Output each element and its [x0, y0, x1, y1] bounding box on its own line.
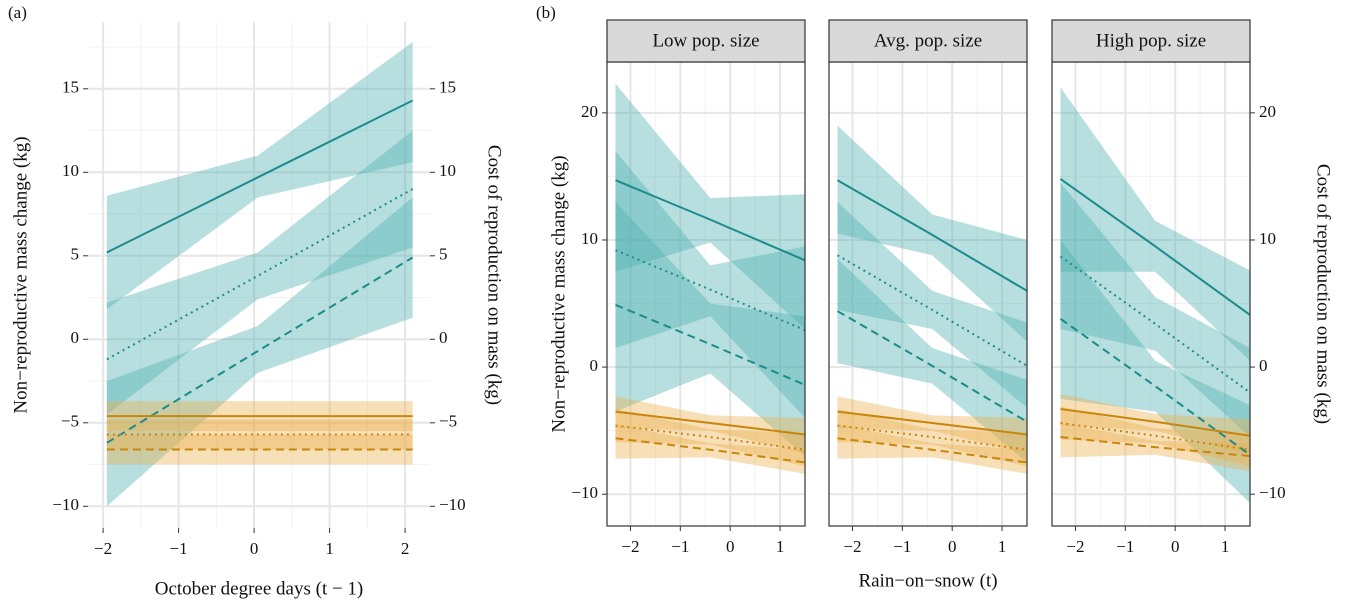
facet-title: Low pop. size	[652, 30, 759, 51]
trend-line	[615, 303, 806, 386]
confidence-band	[106, 434, 413, 465]
trend-line	[836, 254, 1028, 367]
trend-line	[1060, 408, 1251, 437]
confidence-band	[1060, 87, 1250, 361]
y-tick-label: 10	[62, 161, 79, 180]
panel-background	[1052, 62, 1250, 526]
panel-label: (b)	[536, 3, 556, 22]
x-tick-label: 1	[998, 537, 1007, 556]
confidence-band	[837, 125, 1027, 342]
x-axis-title: Rain−on−snow (t)	[858, 570, 997, 591]
trend-line	[615, 410, 806, 436]
y2-tick-label: 5	[439, 245, 448, 264]
trend-line	[837, 410, 1028, 436]
x-tick-label: 0	[726, 537, 735, 556]
y-tick-label: 10	[581, 229, 598, 248]
x-tick-label: 1	[325, 539, 334, 558]
y-tick-label: 20	[581, 102, 598, 121]
trend-line	[837, 424, 1028, 451]
x-tick-label: 0	[1171, 537, 1180, 556]
y2-tick-label: −5	[439, 412, 457, 431]
trend-line	[106, 256, 414, 444]
y2-tick-label: 0	[439, 328, 448, 347]
panel-label: (a)	[8, 3, 27, 22]
x-tick-label: 1	[776, 537, 785, 556]
facet-strip	[828, 19, 1028, 63]
confidence-band	[837, 201, 1027, 408]
facet-title: High pop. size	[1096, 30, 1206, 51]
x-tick-label: −1	[671, 537, 689, 556]
trend-line	[836, 179, 1028, 292]
confidence-band	[615, 150, 805, 418]
x-tick-label: −2	[94, 539, 112, 558]
y2-axis-title: Cost of reproduction on mass (kg)	[484, 145, 505, 405]
x-tick-label: 0	[250, 539, 259, 558]
y-tick-label: 0	[71, 328, 80, 347]
x-tick-label: 2	[401, 539, 410, 558]
y-tick-label: 5	[71, 245, 80, 264]
x-tick-label: −2	[621, 537, 639, 556]
trend-line	[836, 310, 1028, 423]
x-tick-label: −2	[1066, 537, 1084, 556]
y-tick-label: 15	[62, 78, 79, 97]
y2-tick-label: −10	[1259, 483, 1286, 502]
y-tick-label: −10	[52, 495, 79, 514]
trend-line	[615, 249, 806, 332]
y-axis-title: Non−reproductive mass change (kg)	[548, 155, 569, 432]
x-tick-label: 0	[948, 537, 957, 556]
confidence-band	[1060, 239, 1250, 504]
confidence-band	[615, 409, 805, 467]
confidence-band	[837, 409, 1027, 467]
facet-strip	[1051, 19, 1251, 63]
y-tick-label: −5	[61, 412, 79, 431]
x-axis-title: October degree days (t − 1)	[155, 578, 364, 599]
confidence-band	[106, 197, 413, 507]
trend-line	[1059, 178, 1251, 316]
y2-tick-label: 15	[439, 78, 456, 97]
confidence-band	[1060, 182, 1250, 438]
confidence-band	[106, 419, 413, 450]
x-tick-label: 1	[1221, 537, 1230, 556]
y-tick-label: −10	[571, 483, 598, 502]
trend-line	[615, 424, 806, 451]
confidence-band	[615, 201, 805, 457]
confidence-band	[615, 83, 805, 329]
trend-line	[106, 99, 414, 254]
confidence-band	[837, 396, 1027, 454]
confidence-band	[106, 130, 413, 415]
y-axis-title: Non−reproductive mass change (kg)	[10, 136, 31, 413]
x-tick-label: −1	[170, 539, 188, 558]
y2-tick-label: 10	[1259, 229, 1276, 248]
trend-line	[615, 437, 806, 464]
panel-background	[88, 22, 430, 528]
trend-line	[837, 437, 1028, 464]
x-tick-label: −1	[893, 537, 911, 556]
trend-line	[1060, 422, 1251, 451]
facet-title: Avg. pop. size	[874, 30, 982, 51]
confidence-band	[615, 396, 805, 454]
x-tick-label: −2	[843, 537, 861, 556]
trend-line	[615, 179, 806, 262]
confidence-band	[1060, 406, 1250, 467]
confidence-band	[837, 259, 1027, 463]
y2-tick-label: 20	[1259, 102, 1276, 121]
y2-tick-label: 0	[1259, 356, 1268, 375]
x-tick-label: −1	[1116, 537, 1134, 556]
y2-axis-title: Cost of reproduction on mass (kg)	[1313, 164, 1334, 424]
y2-tick-label: −10	[439, 495, 466, 514]
y-tick-label: 0	[590, 356, 599, 375]
confidence-band	[1060, 393, 1250, 455]
facet-strip	[606, 19, 806, 63]
y2-tick-label: 10	[439, 161, 456, 180]
trend-line	[1060, 436, 1251, 458]
